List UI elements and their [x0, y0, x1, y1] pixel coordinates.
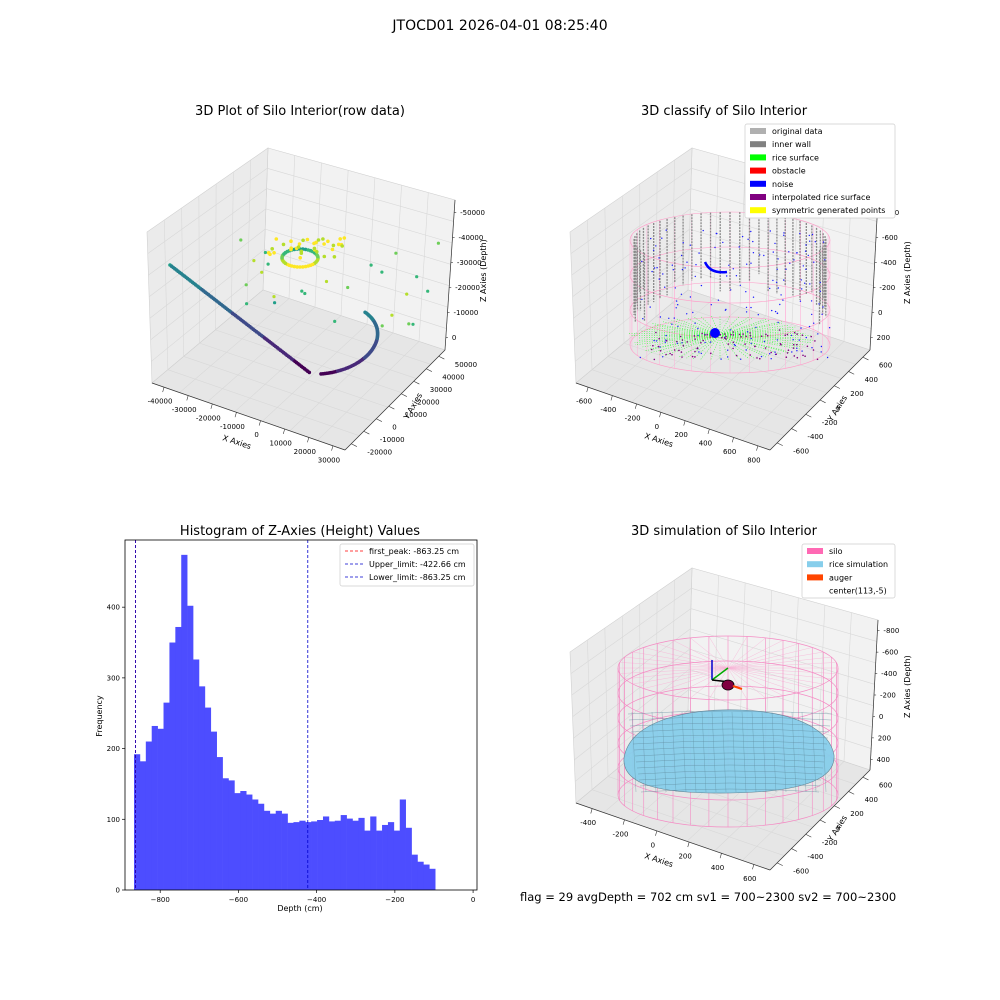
z-axis-tick-label: -600 — [882, 649, 898, 657]
x-axis-tick-label: 200 — [678, 853, 691, 861]
x-axis-tick — [655, 831, 656, 836]
z-axis-tick-label: 200 — [878, 734, 891, 742]
legend-label: silo — [829, 547, 843, 556]
z-axis-tick-label: 400 — [877, 756, 890, 764]
x-axis-tick-label: -400 — [580, 819, 596, 827]
y-axis-tick — [820, 820, 826, 823]
x-axis-tick — [591, 809, 592, 814]
x-axis-tick — [688, 842, 689, 847]
x-axis-tick-label: 400 — [711, 864, 724, 872]
legend-swatch — [807, 588, 823, 594]
legend-label: rice simulation — [829, 560, 888, 569]
panel4-zlabel: Z Axies (Depth) — [903, 655, 912, 718]
y-axis-tick — [777, 863, 783, 866]
x-axis-tick — [720, 853, 721, 858]
auger-head — [722, 680, 734, 690]
y-axis-tick-label: 200 — [850, 810, 863, 818]
x-axis-tick — [752, 864, 753, 869]
legend-label: auger — [829, 573, 853, 582]
legend-swatch — [807, 548, 823, 554]
z-axis-tick-label: 0 — [879, 713, 883, 721]
y-axis-tick-label: 600 — [879, 782, 892, 790]
y-axis-tick-label: 400 — [865, 796, 878, 804]
x-axis-tick-label: -200 — [613, 830, 629, 838]
panel4-legend: silo rice simulation auger center(113,-5) — [802, 544, 895, 598]
z-axis-tick-label: -800 — [883, 627, 899, 635]
y-axis-tick — [849, 791, 855, 794]
y-axis-tick — [863, 777, 869, 780]
y-axis-tick — [806, 834, 812, 837]
x-axis-tick-label: 600 — [743, 875, 756, 883]
panel4-xlabel: X Axies — [643, 851, 674, 869]
y-axis-tick — [834, 806, 840, 809]
x-axis-tick-label: 0 — [651, 841, 655, 849]
legend-swatch — [807, 574, 823, 580]
y-axis-tick — [791, 849, 797, 852]
y-axis-tick-label: -400 — [807, 853, 823, 861]
legend-swatch — [807, 561, 823, 567]
legend-label: center(113,-5) — [829, 587, 887, 596]
z-axis-tick-label: -200 — [880, 692, 896, 700]
y-axis-tick-label: -600 — [793, 867, 809, 875]
x-axis-tick — [623, 820, 624, 825]
stats-line: flag = 29 avgDepth = 702 cm sv1 = 700~23… — [520, 890, 896, 904]
z-axis-tick-label: -400 — [881, 670, 897, 678]
